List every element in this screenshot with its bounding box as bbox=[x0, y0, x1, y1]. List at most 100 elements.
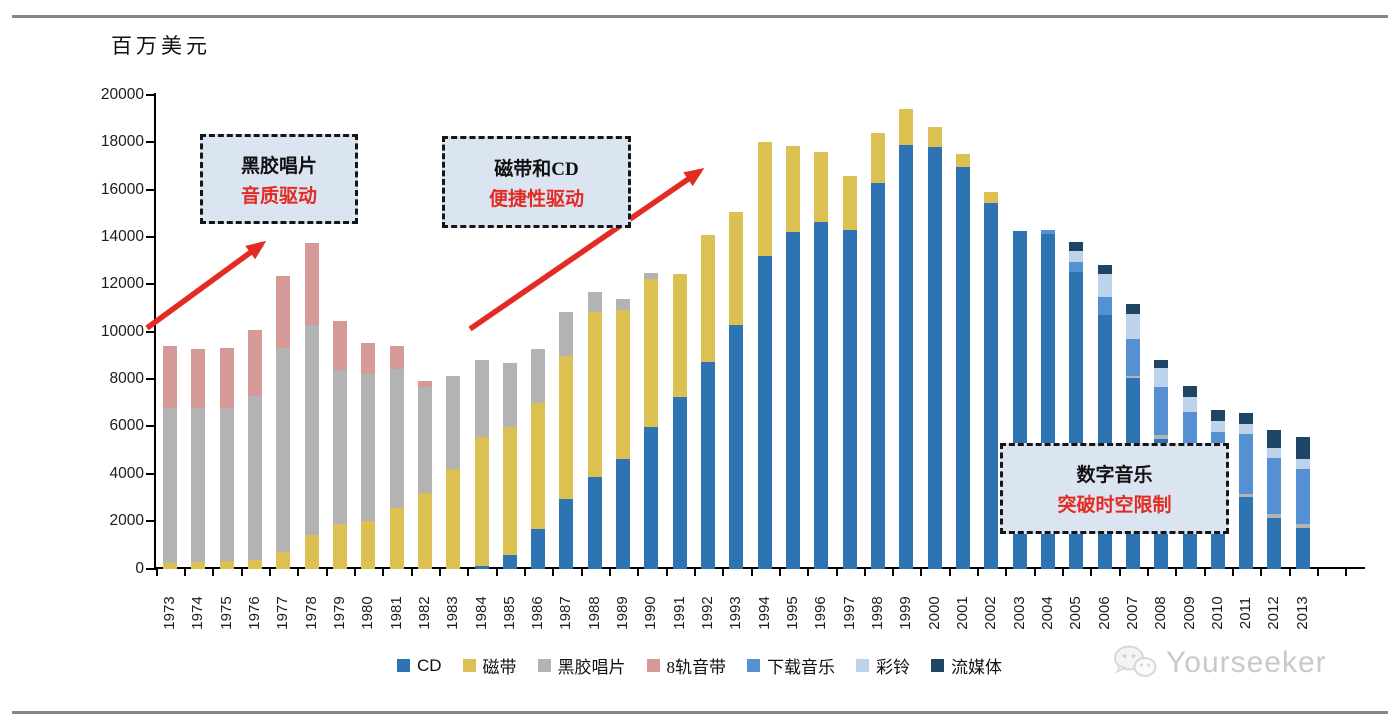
bar-1985 bbox=[502, 362, 517, 569]
bar-segment-cd bbox=[474, 566, 489, 569]
y-axis-tick bbox=[146, 330, 154, 333]
bar-1987 bbox=[559, 311, 574, 569]
bar-segment-track8 bbox=[332, 320, 347, 371]
x-axis-tick bbox=[920, 567, 923, 576]
y-axis-tick bbox=[146, 283, 154, 286]
bar-1988 bbox=[587, 292, 602, 569]
bar-segment-cassette bbox=[559, 356, 574, 499]
legend-swatch-vinyl bbox=[537, 659, 551, 672]
y-axis-tick bbox=[146, 520, 154, 523]
bar-segment-cd bbox=[1295, 527, 1310, 569]
bar-2011 bbox=[1239, 413, 1254, 569]
x-axis-tick bbox=[1345, 567, 1348, 576]
year-label-2012: 2012 bbox=[1265, 596, 1283, 630]
x-axis-tick bbox=[892, 567, 895, 576]
bar-segment-vinyl bbox=[616, 298, 631, 310]
bar-1999 bbox=[899, 108, 914, 569]
bar-segment-cd bbox=[729, 325, 744, 569]
bar-1975 bbox=[219, 347, 234, 569]
x-axis-tick bbox=[382, 567, 385, 576]
bar-segment-cassette bbox=[389, 508, 404, 569]
bar-segment-cassette bbox=[644, 278, 659, 427]
bar-segment-cassette bbox=[361, 521, 376, 569]
bar-segment-streaming bbox=[1069, 241, 1084, 251]
legend-item-ringtone: 彩铃 bbox=[856, 653, 910, 678]
year-label-1988: 1988 bbox=[585, 596, 603, 630]
x-axis-tick bbox=[354, 567, 357, 576]
bar-segment-cassette bbox=[814, 151, 829, 222]
year-label-2005: 2005 bbox=[1067, 596, 1085, 630]
legend-label-cd: CD bbox=[416, 655, 442, 675]
bar-segment-vinyl bbox=[1267, 513, 1282, 518]
bar-segment-cd bbox=[927, 147, 942, 569]
bar-segment-streaming bbox=[1295, 437, 1310, 459]
bar-segment-ringtone bbox=[1069, 250, 1084, 263]
y-axis-tick-label: 0 bbox=[135, 559, 144, 577]
year-label-2007: 2007 bbox=[1123, 596, 1141, 630]
bar-segment-cassette bbox=[786, 145, 801, 232]
year-label-1985: 1985 bbox=[500, 596, 518, 630]
y-axis-tick-label: 6000 bbox=[109, 417, 144, 435]
bar-segment-cassette bbox=[587, 311, 602, 478]
bar-segment-vinyl bbox=[1239, 493, 1254, 498]
bar-segment-download bbox=[1239, 433, 1254, 494]
year-label-1983: 1983 bbox=[444, 596, 462, 630]
annotation-vinyl-title: 黑胶唱片 bbox=[240, 155, 317, 177]
y-axis-tick-label: 8000 bbox=[109, 370, 144, 388]
bar-1982 bbox=[417, 381, 432, 569]
x-axis-tick bbox=[1147, 567, 1150, 576]
bar-segment-cd bbox=[1267, 517, 1282, 569]
bar-segment-ringtone bbox=[1182, 396, 1197, 413]
legend-label-download: 下载音乐 bbox=[767, 658, 836, 677]
bar-segment-cassette bbox=[672, 274, 687, 397]
year-label-2003: 2003 bbox=[1010, 596, 1028, 630]
year-label-1992: 1992 bbox=[699, 596, 717, 630]
arrow-vinyl-growth bbox=[145, 240, 267, 331]
bar-2012 bbox=[1267, 429, 1282, 569]
bar-1998 bbox=[871, 132, 885, 569]
bar-segment-vinyl bbox=[219, 408, 234, 562]
x-axis-tick bbox=[637, 567, 640, 576]
bar-1974 bbox=[191, 348, 206, 569]
bar-segment-vinyl bbox=[247, 395, 262, 560]
bar-segment-vinyl bbox=[332, 370, 347, 524]
bar-segment-track8 bbox=[389, 345, 404, 369]
y-axis-tick bbox=[146, 141, 154, 144]
bar-segment-cassette bbox=[984, 191, 999, 203]
year-label-1991: 1991 bbox=[670, 596, 688, 630]
year-label-1997: 1997 bbox=[840, 596, 858, 630]
bar-segment-streaming bbox=[1267, 429, 1282, 448]
watermark-text: Yourseeker bbox=[1166, 646, 1327, 679]
year-label-1976: 1976 bbox=[245, 596, 263, 630]
legend-label-track8: 8轨音带 bbox=[666, 658, 727, 677]
legend-label-vinyl: 黑胶唱片 bbox=[557, 658, 626, 677]
bar-segment-track8 bbox=[219, 347, 234, 408]
bar-segment-cassette bbox=[474, 437, 489, 567]
bar-1978 bbox=[304, 242, 319, 569]
x-axis-tick bbox=[184, 567, 187, 576]
bar-segment-cassette bbox=[417, 493, 432, 569]
bar-1989 bbox=[616, 298, 631, 569]
bar-segment-cassette bbox=[247, 559, 262, 569]
bar-segment-download bbox=[1069, 262, 1084, 272]
year-label-1999: 1999 bbox=[897, 596, 915, 630]
bar-segment-streaming bbox=[1182, 386, 1197, 397]
bar-segment-cassette bbox=[304, 535, 319, 569]
year-label-2010: 2010 bbox=[1208, 596, 1226, 630]
bar-segment-cassette bbox=[191, 562, 206, 569]
bar-segment-cassette bbox=[332, 523, 347, 569]
bar-1976 bbox=[247, 329, 262, 569]
bar-segment-cd bbox=[871, 182, 885, 569]
bar-segment-track8 bbox=[417, 381, 432, 387]
bar-segment-streaming bbox=[1154, 359, 1169, 368]
bar-segment-cassette bbox=[616, 309, 631, 459]
bar-segment-cd bbox=[1239, 497, 1254, 569]
y-axis-tick bbox=[146, 567, 154, 570]
bar-segment-vinyl bbox=[191, 408, 206, 563]
year-label-2001: 2001 bbox=[953, 596, 971, 630]
x-axis-tick bbox=[1062, 567, 1065, 576]
x-axis-tick bbox=[1175, 567, 1178, 576]
legend-item-vinyl: 黑胶唱片 bbox=[537, 653, 626, 678]
bar-segment-vinyl bbox=[474, 360, 489, 438]
